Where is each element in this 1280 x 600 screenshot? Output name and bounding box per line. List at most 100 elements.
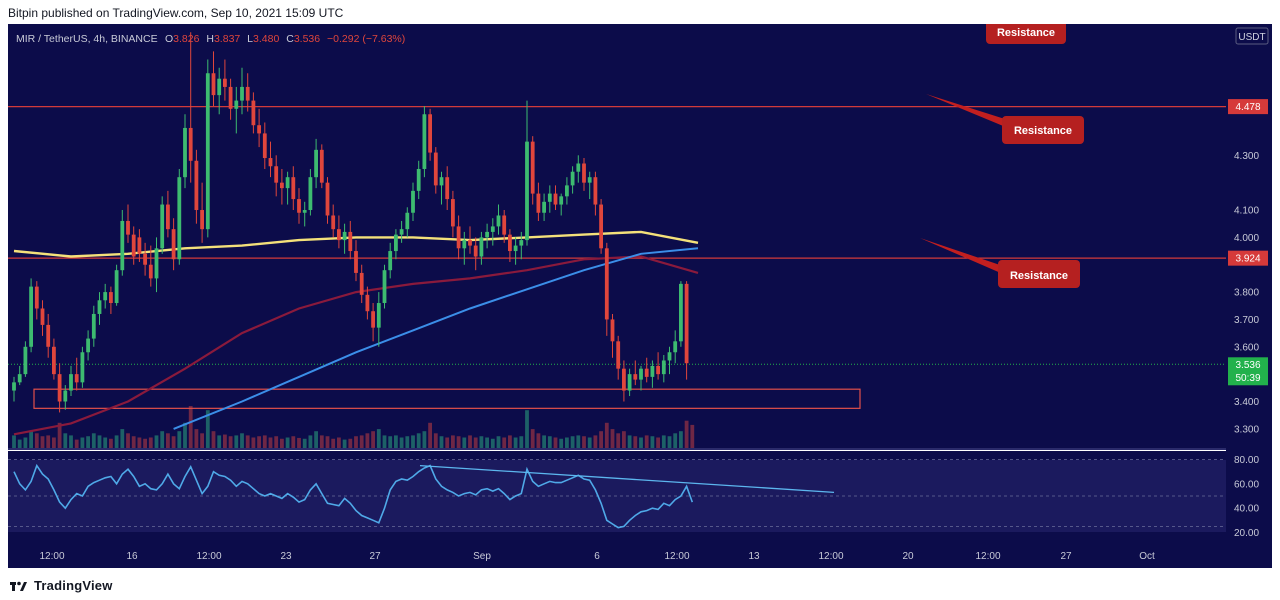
- svg-text:3.536: 3.536: [1235, 360, 1260, 371]
- resistance-callout-arrow-2: [920, 238, 1003, 274]
- candle-body: [148, 264, 153, 279]
- volume-bar: [519, 436, 524, 448]
- volume-bar: [468, 435, 472, 448]
- volume-bar: [57, 422, 62, 448]
- volume-bar: [661, 435, 666, 448]
- time-tick-label: 20: [902, 551, 914, 562]
- volume-bar: [325, 436, 330, 448]
- volume-bar: [411, 435, 415, 448]
- candle-body: [52, 346, 56, 375]
- price-tick-label: 4.100: [1234, 206, 1259, 217]
- candle-body: [171, 229, 176, 260]
- volume-bar: [639, 437, 643, 448]
- volume-bar: [485, 437, 489, 448]
- volume-bar: [109, 438, 113, 448]
- candle-body: [667, 352, 672, 361]
- candle-body: [587, 177, 592, 183]
- resistance-label-top[interactable]: Resistance: [986, 20, 1066, 44]
- volume-bar: [166, 433, 170, 448]
- candle-body: [188, 127, 193, 161]
- volume-bar: [183, 422, 187, 448]
- candle-body: [297, 199, 301, 213]
- volume-bar: [194, 429, 199, 448]
- candle-body: [245, 86, 250, 101]
- candle-body: [354, 251, 358, 273]
- price-badge-resistance-high: 4.478: [1228, 99, 1268, 115]
- price-tick-label: 4.000: [1234, 233, 1259, 244]
- legend-ohlc: O3.826 H3.837 L3.480 C3.536 −0.292 (−7.6…: [165, 33, 405, 45]
- resistance-label-lower[interactable]: Resistance: [998, 260, 1080, 288]
- candle-body: [23, 346, 28, 375]
- rsi-tick-label: 80.00: [1234, 455, 1259, 466]
- support-zone-layer: [33, 388, 861, 409]
- volume-bar: [126, 433, 130, 448]
- candle-body: [234, 100, 239, 109]
- volume-bar: [223, 434, 227, 448]
- volume-bar: [120, 429, 125, 448]
- volume-bar: [399, 437, 404, 448]
- volume-bar: [74, 439, 79, 448]
- resistance-label-upper[interactable]: Resistance: [1002, 116, 1084, 144]
- candle-body: [405, 212, 410, 230]
- volume-bar: [582, 436, 586, 448]
- volume-bar: [291, 436, 296, 448]
- volume-bar: [308, 435, 313, 448]
- price-tick-label: 4.300: [1234, 151, 1259, 162]
- volume-bar: [599, 431, 603, 448]
- volume-bar: [297, 437, 301, 448]
- volume-bar: [234, 435, 239, 448]
- volume-bar: [354, 436, 358, 448]
- candle-body: [131, 234, 136, 257]
- candle-body: [262, 133, 267, 159]
- volume-bar: [525, 410, 529, 448]
- volume-bar: [251, 437, 256, 448]
- price-badge-resistance-mid: 3.924: [1228, 250, 1268, 266]
- candle-body: [530, 141, 535, 194]
- volume-bar: [200, 433, 204, 448]
- volume-bar: [137, 437, 142, 448]
- volume-bar: [348, 438, 353, 448]
- last-price-badge: 3.536 50:39: [1228, 357, 1268, 386]
- candle-body: [684, 283, 689, 364]
- volume-bar: [131, 436, 136, 448]
- rsi-tick-label: 40.00: [1234, 504, 1259, 515]
- candle-body: [217, 78, 222, 96]
- price-tick-label: 3.600: [1234, 342, 1259, 353]
- candle-body: [12, 382, 16, 391]
- ma-maroon-line: [13, 255, 699, 436]
- volume-bar: [365, 433, 370, 448]
- chart-container[interactable]: 4.300 4.100 4.000 3.800 3.700 3.600 3.400 3.300…: [8, 20, 1272, 568]
- price-chart[interactable]: 4.300 4.100 4.000 3.800 3.700 3.600 3.400 3.300…: [8, 20, 1272, 568]
- volume-bar: [319, 435, 324, 448]
- volume-bar: [331, 438, 336, 448]
- volume-bar: [656, 437, 660, 448]
- currency-button-label: USDT: [1238, 32, 1265, 43]
- candle-body: [57, 374, 62, 402]
- volume-bar: [17, 439, 22, 448]
- tradingview-footer[interactable]: TradingView: [10, 578, 113, 593]
- volume-bar: [337, 437, 341, 448]
- volume-bar: [667, 436, 672, 448]
- volume-bar: [188, 406, 193, 448]
- volume-bar: [371, 431, 375, 448]
- volume-bar: [536, 433, 541, 448]
- volume-bar: [302, 438, 307, 448]
- volume-bar: [103, 437, 108, 448]
- volume-bar: [268, 437, 273, 448]
- volume-bar: [274, 436, 279, 448]
- volume-bar: [228, 436, 233, 448]
- volume-bar: [690, 424, 695, 448]
- volume-bar: [565, 437, 569, 448]
- candle-body: [29, 286, 33, 347]
- candle-body: [490, 226, 495, 232]
- volume-bar: [644, 435, 649, 448]
- volume-bar: [29, 430, 33, 448]
- candle-body: [80, 352, 85, 383]
- tradingview-brand: TradingView: [34, 578, 113, 593]
- volume-bar: [456, 436, 461, 448]
- candle-body: [399, 229, 404, 235]
- volume-bar: [587, 437, 592, 448]
- currency-button[interactable]: [1235, 27, 1269, 45]
- volume-bar: [262, 435, 267, 448]
- candle-body: [553, 193, 558, 205]
